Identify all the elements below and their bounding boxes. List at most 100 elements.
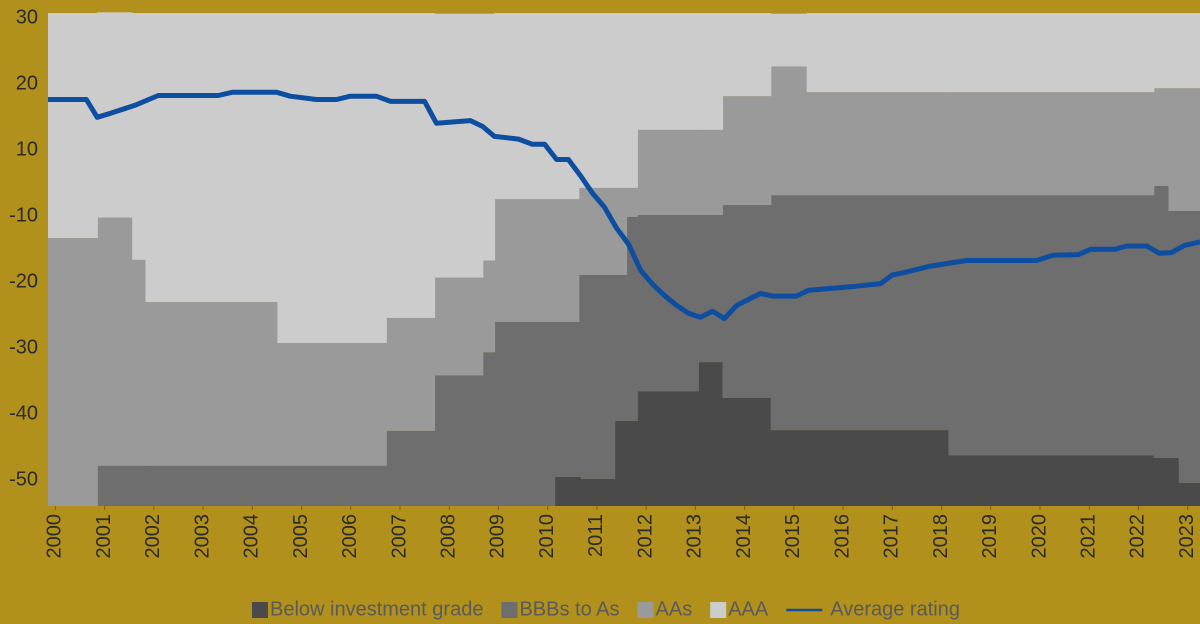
legend-label: AAA [728, 598, 769, 620]
legend-swatch [501, 602, 518, 618]
y-tick-label: -30 [9, 337, 38, 359]
area-segment [806, 92, 950, 196]
area-segment [494, 13, 556, 200]
x-tick-label: 2010 [536, 514, 558, 559]
area-segment [434, 375, 484, 506]
area-segment [1153, 13, 1170, 89]
area-segment [698, 214, 724, 363]
area-segment [277, 342, 387, 466]
x-tick-label: 2019 [979, 514, 1001, 559]
area-segment [580, 13, 616, 188]
area-segment [1168, 88, 1180, 211]
area-segment [614, 13, 628, 188]
area-segment [637, 129, 699, 215]
area-segment [494, 199, 556, 322]
area-segment [770, 195, 808, 431]
x-tick-label: 2020 [1028, 514, 1050, 559]
area-segment [554, 321, 580, 477]
area-segment [722, 96, 772, 206]
y-tick-label: -10 [9, 205, 38, 227]
line [48, 89, 1200, 322]
x-tick-label: 2005 [290, 514, 312, 559]
area-segment [806, 13, 950, 93]
area-segment [1153, 457, 1170, 506]
x-tick-label: 2008 [438, 514, 460, 559]
area-segment [434, 13, 484, 278]
area-segment [637, 391, 699, 506]
area-segment [626, 420, 638, 506]
area-segment [770, 66, 808, 196]
x-tick-label: 2002 [142, 514, 164, 559]
y-tick-label: -50 [9, 469, 38, 491]
area-segment [145, 465, 279, 506]
area-segment [277, 465, 387, 506]
x-tick-label: 2006 [339, 514, 361, 559]
area-segment [770, 430, 808, 506]
x-tick-label: 2003 [191, 514, 213, 559]
area-segment [1168, 13, 1180, 89]
area-segment [482, 352, 496, 506]
area-segment [48, 13, 98, 239]
area-segment [1153, 88, 1170, 186]
area-segment [578, 13, 582, 188]
x-tick-label: 2012 [634, 514, 656, 559]
area-segment [698, 362, 724, 506]
legend-label: Average rating [830, 598, 960, 620]
area-segment [948, 92, 1155, 196]
area-segment [698, 13, 724, 130]
x-tick-label: 2009 [487, 514, 509, 559]
area-segment [554, 476, 580, 506]
area-segment [948, 195, 1155, 456]
area-segment [494, 321, 556, 506]
legend-swatch [252, 602, 268, 618]
area-segment [1178, 482, 1200, 506]
y-tick-label: 30 [16, 7, 38, 29]
area-segment [1178, 210, 1200, 483]
legend-swatch [710, 602, 727, 618]
area-segment [97, 465, 133, 506]
area-segment [145, 13, 279, 303]
area-segment [386, 317, 436, 431]
area-segment [770, 13, 808, 67]
area-segment [554, 199, 580, 322]
x-tick-label: 2023 [1176, 514, 1198, 559]
area-segment [578, 476, 582, 506]
area-segment [386, 13, 436, 318]
area-segment [482, 260, 496, 353]
x-tick-label: 2001 [93, 514, 115, 559]
legend-swatch [637, 602, 654, 618]
y-tick-label: 20 [16, 73, 38, 95]
x-tick-label: 2018 [930, 514, 952, 559]
area-segment [626, 13, 638, 188]
area-segment [434, 277, 484, 376]
area-segment [580, 478, 616, 506]
y-tick-label: 10 [16, 139, 38, 161]
x-tick-label: 2017 [881, 514, 903, 559]
x-tick-label: 2000 [44, 514, 66, 559]
x-tick-label: 2015 [782, 514, 804, 559]
area-segment [580, 275, 616, 479]
area-segment [614, 420, 628, 506]
area-segment [578, 275, 582, 477]
area-segment [626, 187, 638, 217]
legend-label: Below investment grade [270, 598, 483, 620]
area-segment [948, 455, 1155, 506]
legend: Below investment grade BBBs to As AAs AAA Av… [252, 598, 960, 620]
area-segment [386, 430, 436, 506]
legend-label: AAs [656, 598, 693, 620]
area-segment [806, 195, 950, 431]
x-tick-label: 2022 [1127, 514, 1149, 559]
area-segment [1168, 210, 1180, 458]
area-segment [637, 13, 699, 130]
area-segment [578, 187, 582, 276]
area-segment [132, 259, 147, 466]
area-segment [806, 430, 950, 506]
area-segment [1168, 457, 1180, 506]
legend-label: BBBs to As [519, 598, 619, 620]
area-segment [1178, 88, 1200, 211]
x-tick-label: 2007 [388, 514, 410, 559]
area-segment [698, 129, 724, 215]
area-segment [97, 217, 133, 466]
area-segment [132, 465, 147, 506]
